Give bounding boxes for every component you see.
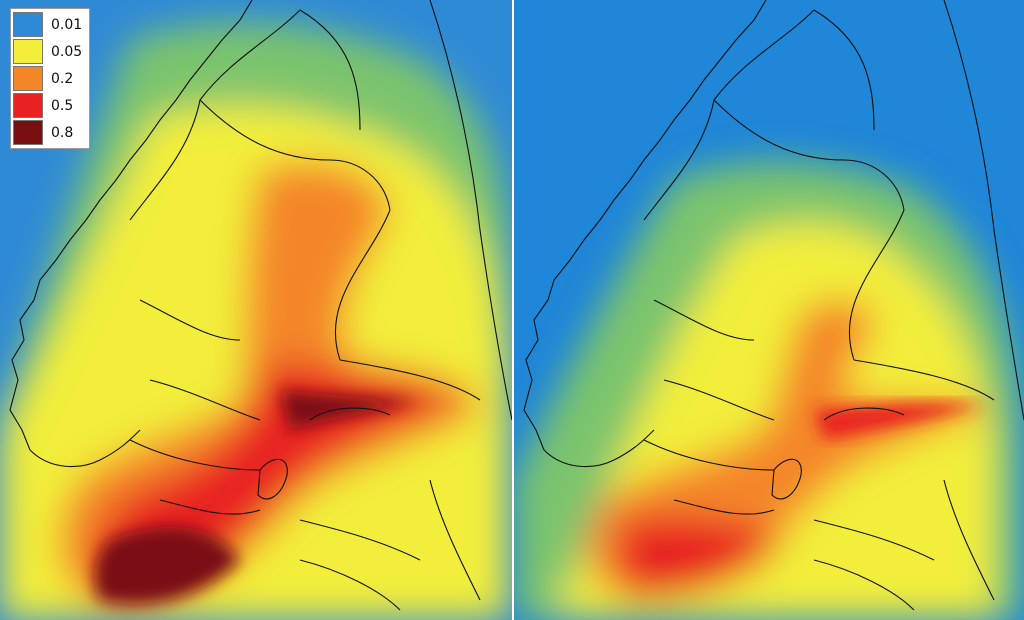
heatmap-right [514,0,1024,620]
country-borders-right [643,0,1024,611]
legend-swatch-0.5 [13,93,43,118]
norway-coast-left [9,0,253,451]
legend-label: 0.2 [51,70,74,87]
legend-item: 0.01 [13,11,87,38]
legend-item: 0.8 [13,119,87,146]
panel-divider [512,0,514,620]
heatmap-left [0,0,512,620]
legend-swatch-0.2 [13,66,43,91]
map-panel-right [514,0,1024,620]
legend-label: 0.05 [51,43,83,60]
legend-swatch-0.8 [13,120,43,145]
legend-item: 0.2 [13,65,87,92]
norway-coast-right [523,0,767,451]
legend-item: 0.05 [13,38,87,65]
country-borders-left [129,0,512,611]
legend-swatch-0.05 [13,39,43,64]
map-panel-left: 0.01 0.05 0.2 0.5 0.8 [0,0,512,620]
legend-label: 0.8 [51,124,74,141]
legend: 0.01 0.05 0.2 0.5 0.8 [10,8,90,149]
legend-label: 0.5 [51,97,74,114]
legend-swatch-0.01 [13,12,43,37]
legend-item: 0.5 [13,92,87,119]
legend-label: 0.01 [51,16,83,33]
